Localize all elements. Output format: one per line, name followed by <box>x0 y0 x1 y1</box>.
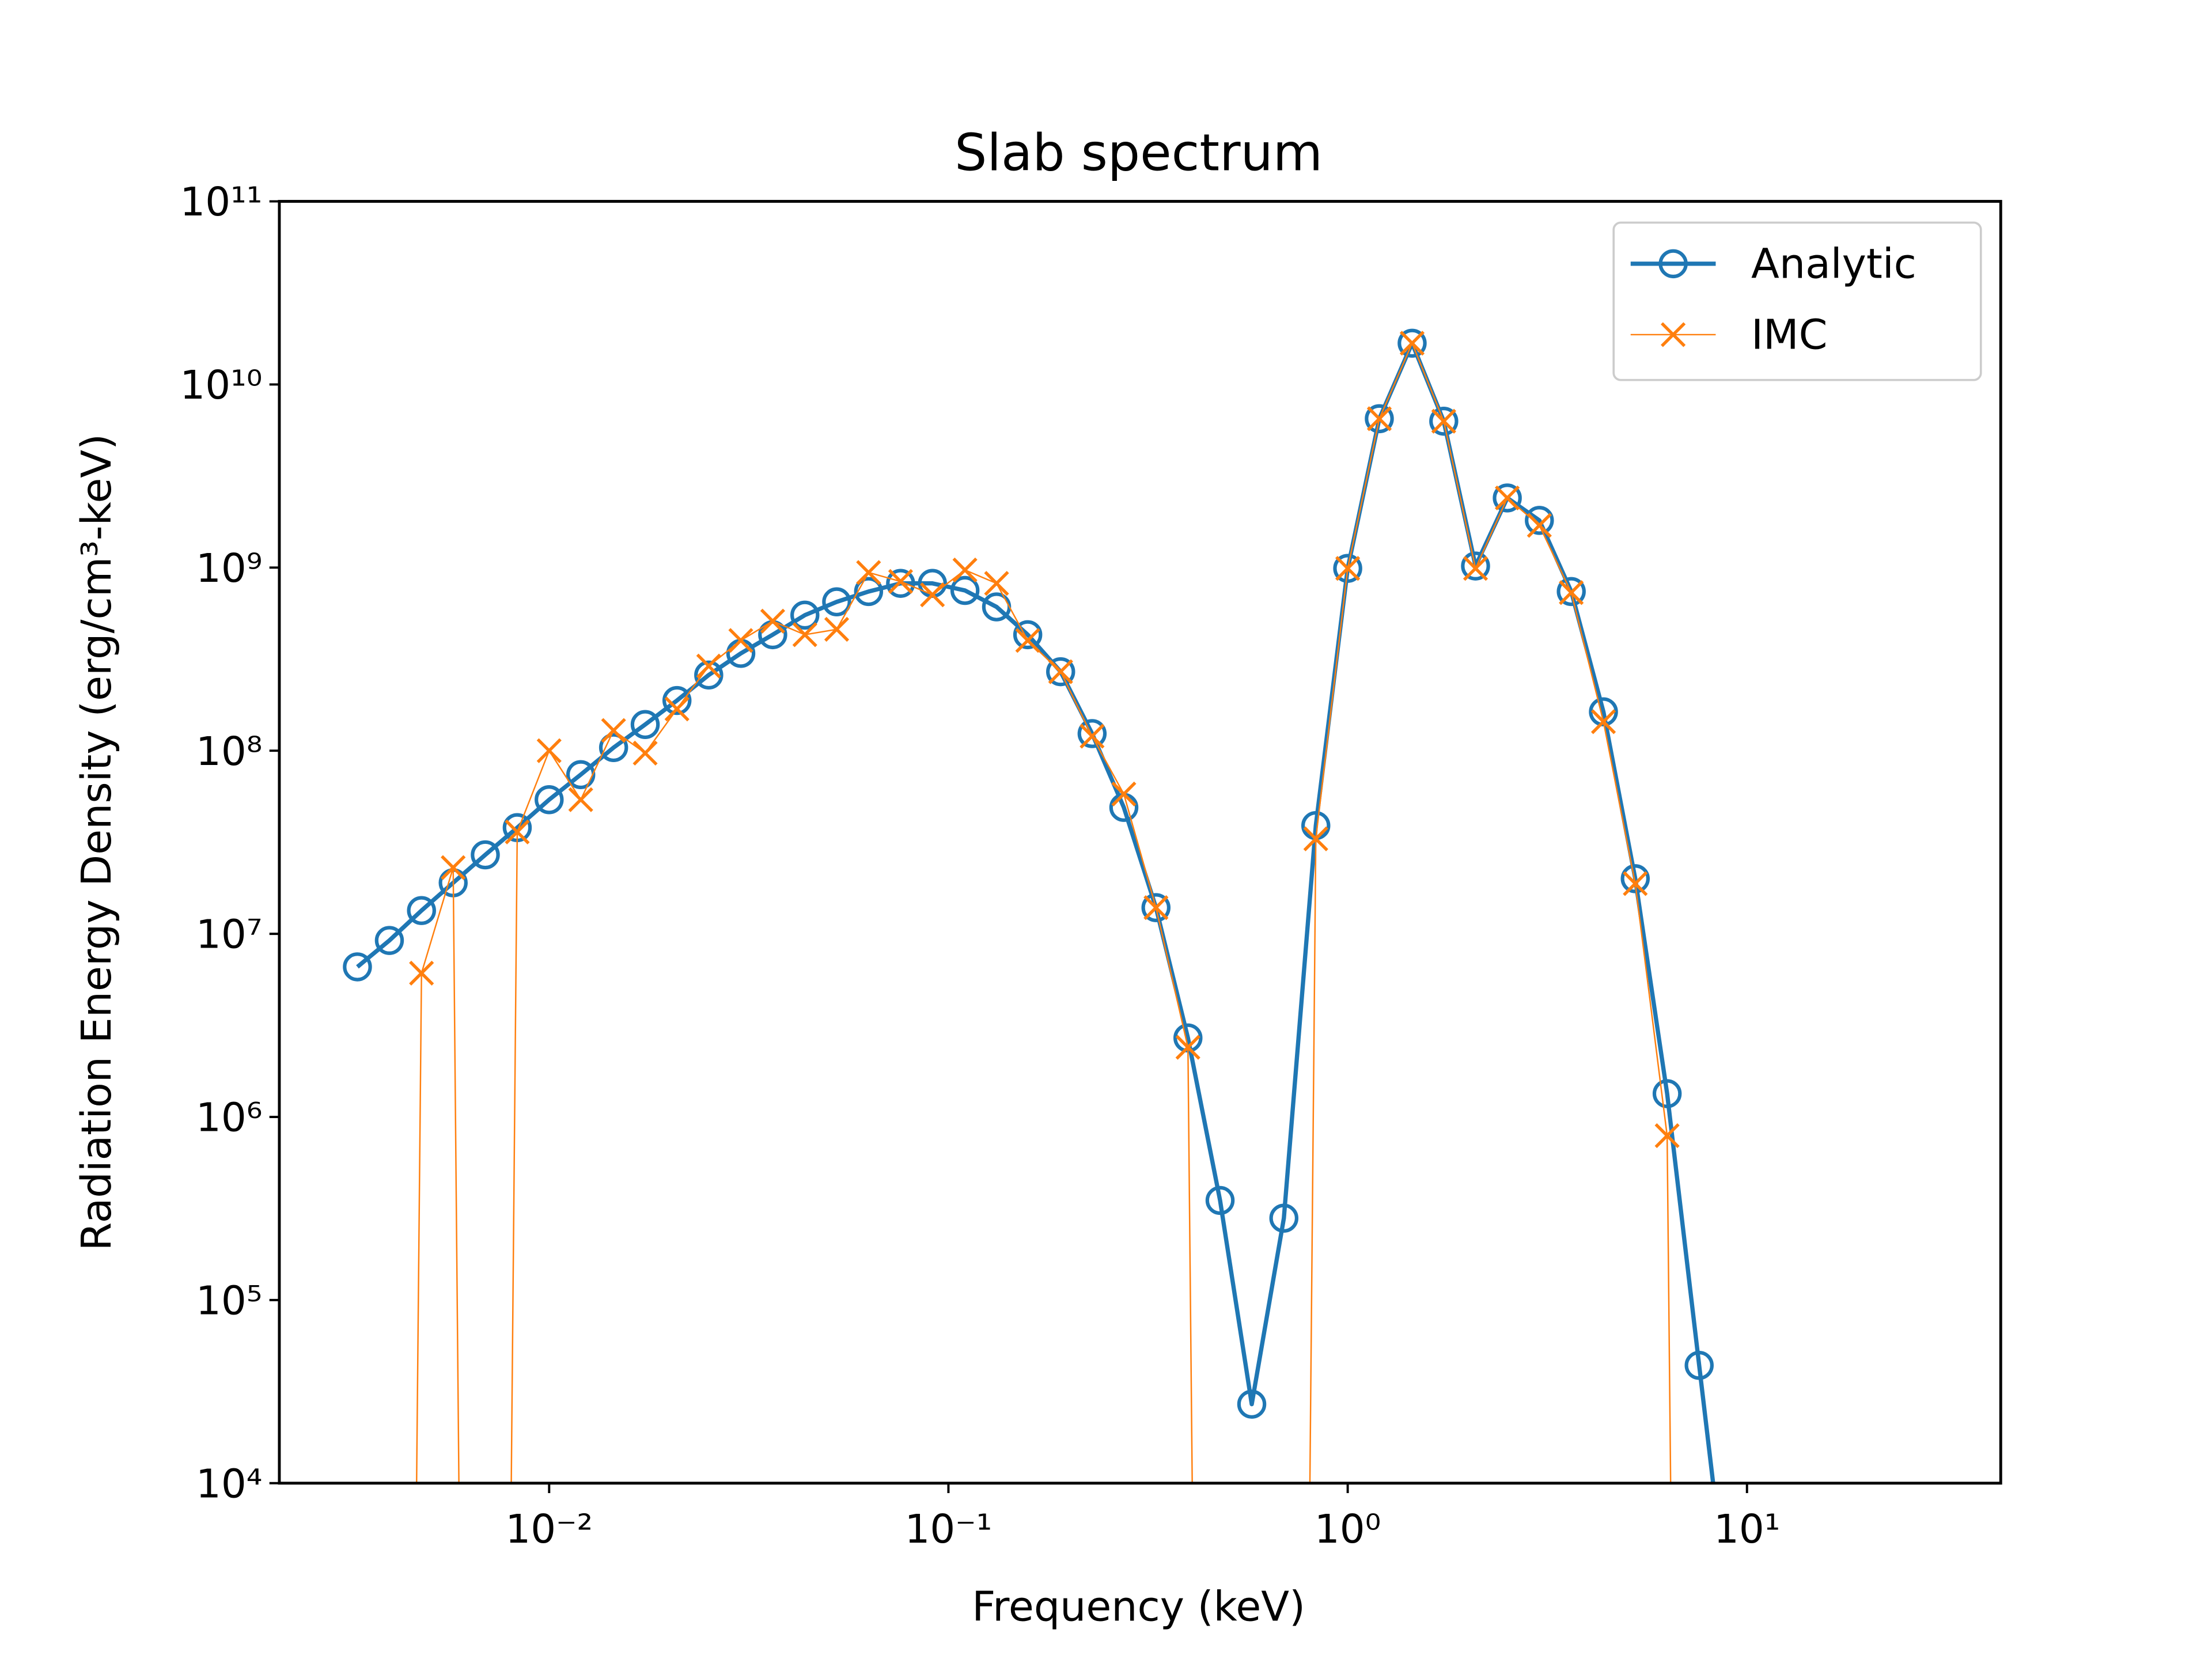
y-tick-label: 10⁸ <box>196 729 262 775</box>
y-tick-label: 10¹⁰ <box>180 362 262 408</box>
data-point <box>1365 404 1394 434</box>
y-tick-label: 10⁴ <box>196 1461 262 1507</box>
data-point <box>599 733 628 763</box>
data-point <box>1431 408 1456 434</box>
data-point <box>790 600 820 630</box>
data-point <box>1399 331 1425 356</box>
data-point <box>728 628 753 653</box>
data-point <box>535 785 564 815</box>
data-point <box>568 787 593 812</box>
data-point <box>1623 871 1648 896</box>
data-point <box>856 560 881 585</box>
data-point <box>1077 719 1107 748</box>
y-tick-label: 10⁵ <box>196 1278 262 1324</box>
data-point <box>822 587 851 617</box>
legend-marker <box>1661 322 1686 347</box>
data-point <box>343 952 372 982</box>
data-point <box>441 855 466 880</box>
data-point <box>1590 709 1616 734</box>
data-point <box>662 685 692 715</box>
data-point <box>1015 628 1040 653</box>
data-point <box>1046 657 1075 687</box>
data-point <box>824 616 850 642</box>
x-tick-label: 10⁻¹ <box>905 1506 993 1552</box>
data-point <box>1366 406 1392 431</box>
y-tick-label: 10⁷ <box>196 912 262 958</box>
data-point <box>1461 551 1490 581</box>
x-tick-label: 10⁻² <box>505 1506 593 1552</box>
data-point <box>1333 554 1362 583</box>
data-point <box>1620 864 1650 893</box>
data-point <box>920 582 945 608</box>
data-point <box>1654 1123 1680 1149</box>
legend-marker <box>1658 249 1688 279</box>
data-point <box>601 718 626 743</box>
data-point <box>1493 483 1522 513</box>
data-point <box>632 740 658 766</box>
data-point <box>1495 485 1520 511</box>
data-point <box>1143 895 1169 921</box>
data-point <box>471 840 500 870</box>
data-point <box>1080 724 1105 749</box>
data-point <box>1684 1350 1714 1380</box>
data-point <box>566 760 596 790</box>
data-point <box>1525 506 1554 535</box>
data-point <box>696 653 721 679</box>
data-point <box>1397 328 1427 358</box>
legend: Analytic IMC <box>1612 221 1982 381</box>
x-tick-label: 10⁰ <box>1315 1506 1381 1552</box>
data-point <box>886 569 915 598</box>
data-point <box>984 571 1009 596</box>
data-point <box>1429 406 1459 436</box>
data-point <box>1237 1389 1267 1419</box>
data-point <box>1141 893 1171 922</box>
data-point <box>888 569 914 594</box>
data-point <box>536 738 562 763</box>
y-axis-label: Radiation Energy Density (erg/cm³-keV) <box>73 434 120 1251</box>
data-point <box>1527 513 1552 538</box>
data-point <box>1559 580 1584 605</box>
data-point <box>1205 1185 1235 1215</box>
chart-title: Slab spectrum <box>955 123 1323 182</box>
data-point <box>409 960 434 986</box>
data-point <box>407 896 436 925</box>
plot-area <box>343 328 1715 1483</box>
series-line <box>415 342 1672 1483</box>
data-point <box>854 577 884 607</box>
data-point <box>1048 659 1073 684</box>
data-point <box>1556 577 1586 607</box>
data-point <box>505 819 530 844</box>
data-point <box>1335 556 1361 581</box>
data-point <box>630 710 660 739</box>
data-point <box>1269 1203 1298 1233</box>
data-point <box>1175 1035 1200 1060</box>
data-point <box>1111 781 1137 807</box>
data-point <box>694 660 724 690</box>
y-tick-label: 10¹¹ <box>180 179 262 225</box>
axes-frame <box>278 200 2002 1485</box>
legend-label: Analytic <box>1751 240 1916 287</box>
data-point <box>1463 556 1488 581</box>
data-point <box>1303 826 1328 851</box>
x-axis-label: Frequency (keV) <box>972 1583 1305 1631</box>
data-point <box>952 557 978 583</box>
data-point <box>792 622 817 647</box>
y-tick-label: 10⁹ <box>196 546 262 592</box>
data-point <box>374 926 404 955</box>
data-point <box>1652 1079 1682 1108</box>
x-tick-label: 10¹ <box>1714 1506 1780 1552</box>
data-point <box>950 575 980 605</box>
y-tick-label: 10⁶ <box>196 1095 262 1141</box>
data-point <box>664 696 690 722</box>
data-point <box>760 608 786 634</box>
legend-label: IMC <box>1751 311 1827 359</box>
data-point <box>1013 620 1043 650</box>
